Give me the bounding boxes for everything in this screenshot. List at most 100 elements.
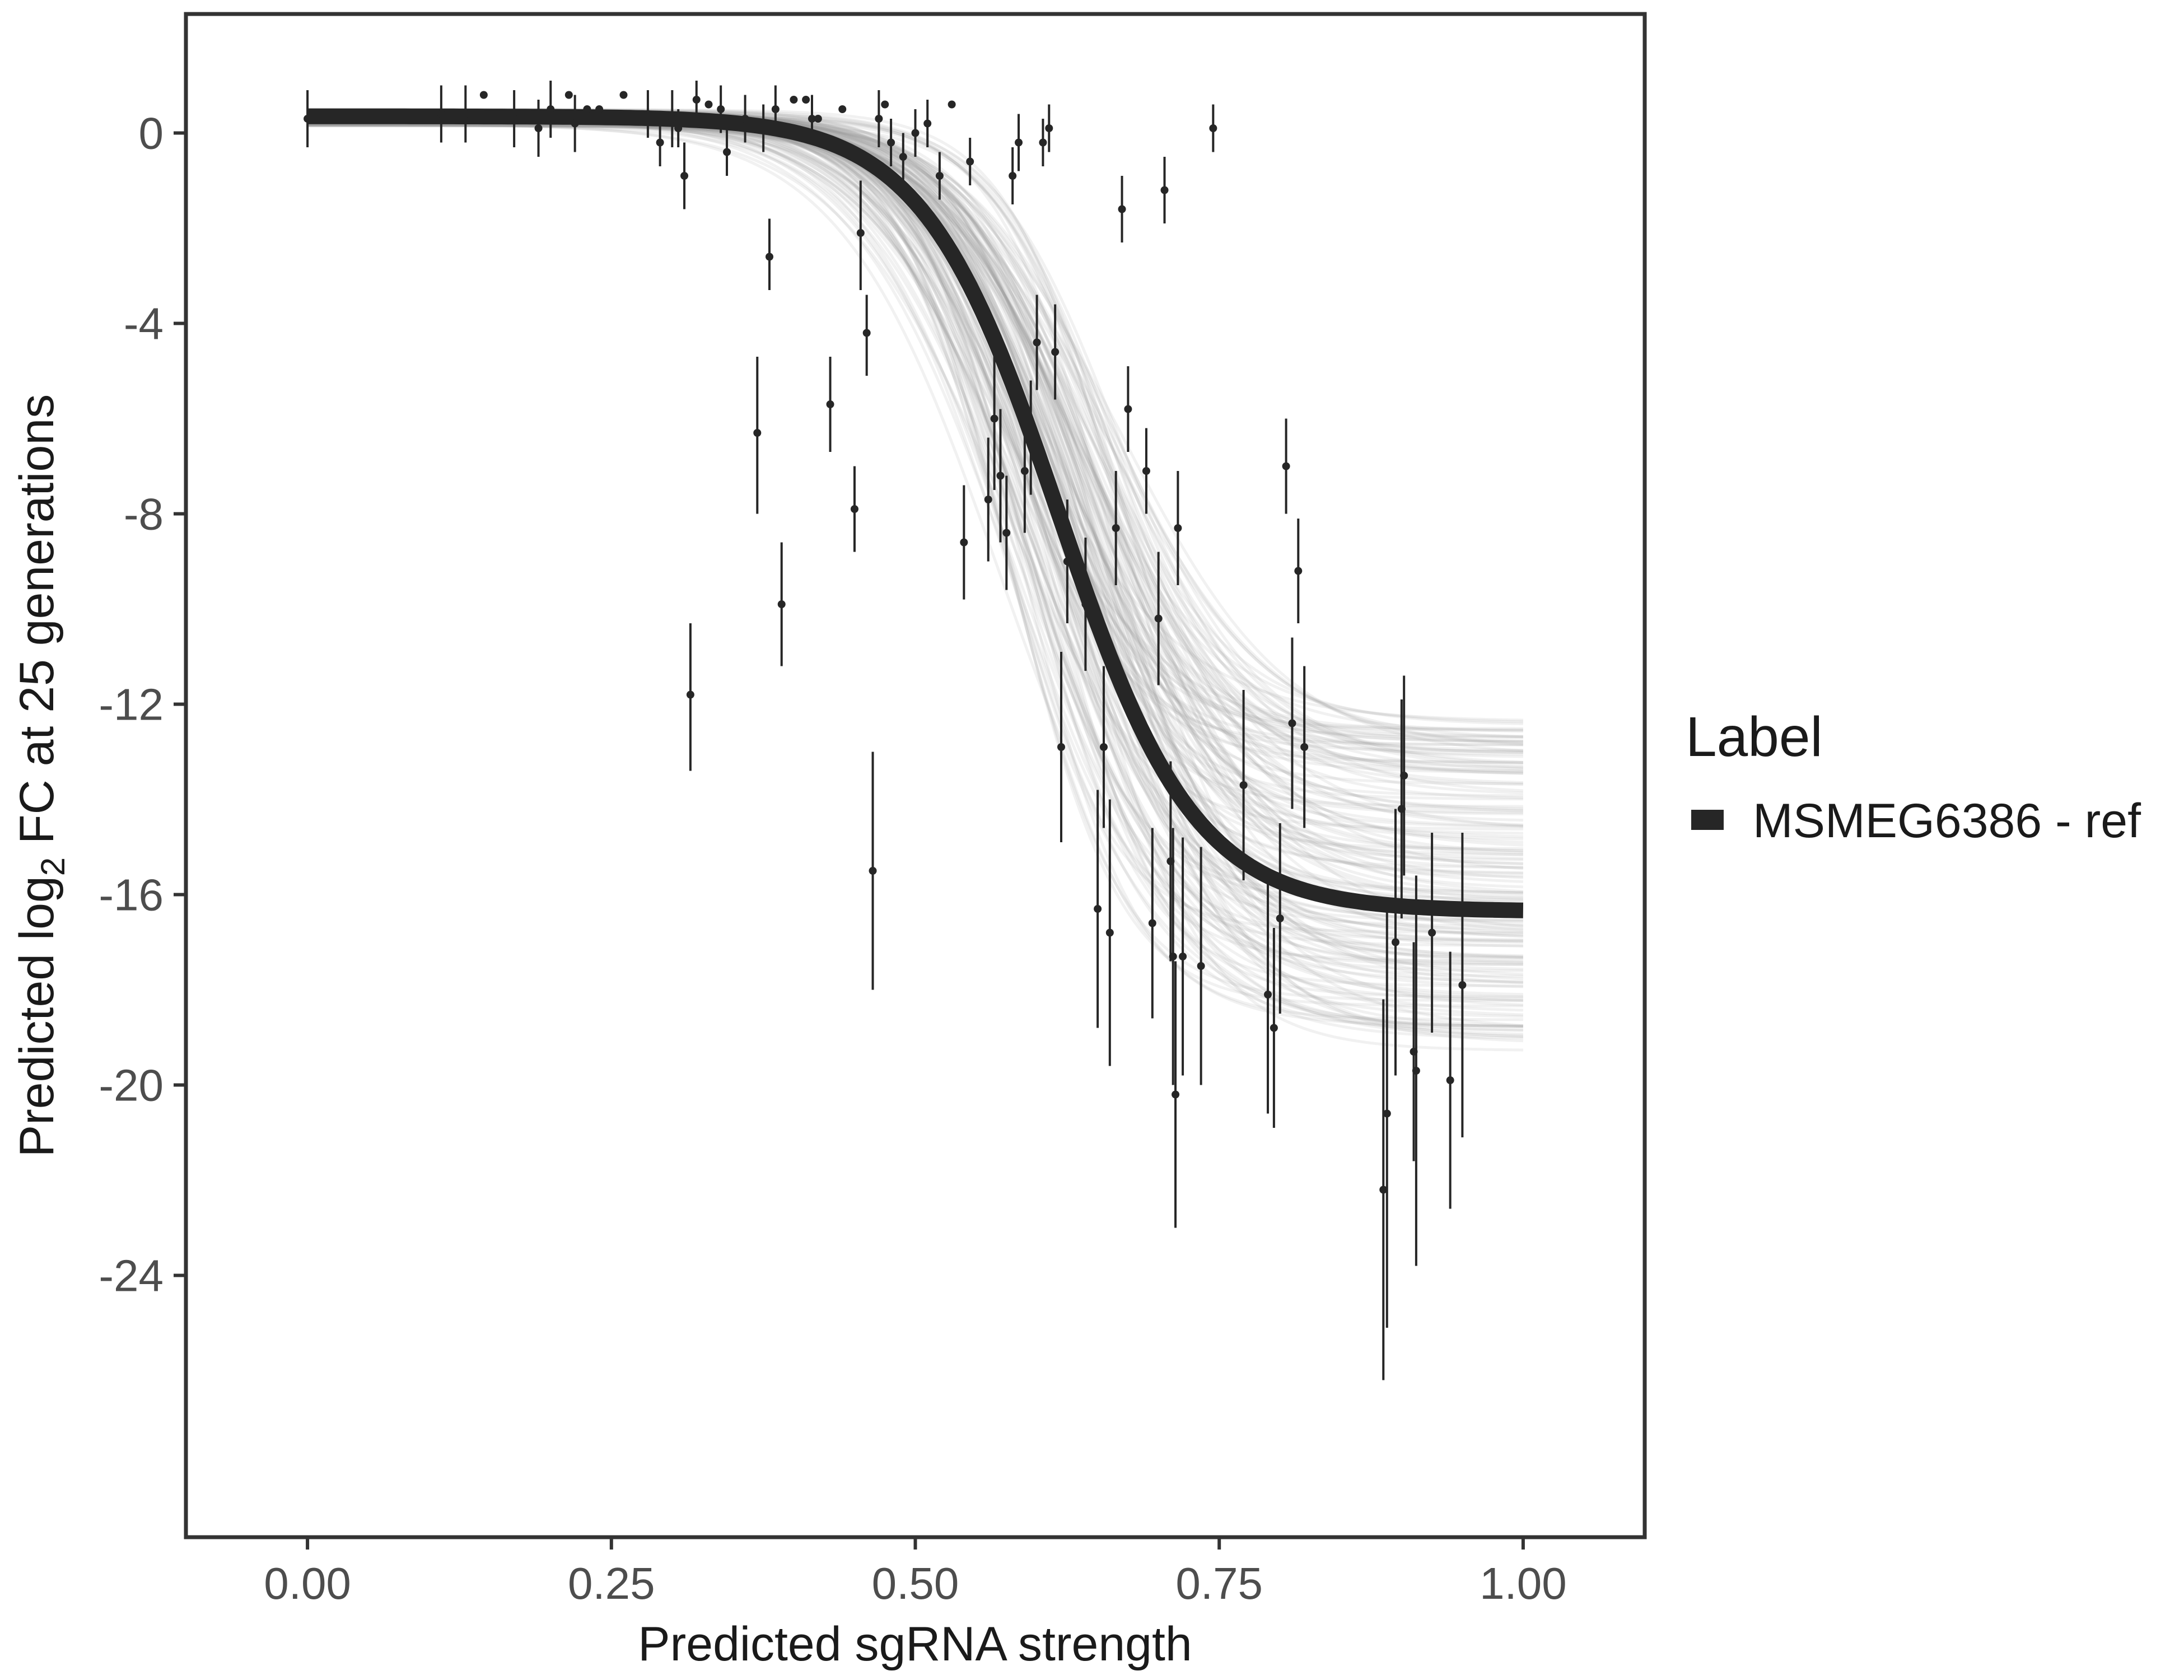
point-marker xyxy=(1057,743,1065,751)
point-marker xyxy=(838,105,847,113)
data-point xyxy=(826,357,834,452)
y-tick-label: -20 xyxy=(99,1061,164,1110)
data-point xyxy=(1118,176,1126,242)
data-point xyxy=(571,95,579,152)
point-marker xyxy=(1118,205,1126,213)
point-marker xyxy=(1400,772,1408,780)
point-marker xyxy=(856,229,865,237)
data-point xyxy=(1099,666,1108,828)
point-marker xyxy=(1045,124,1053,132)
point-marker xyxy=(1063,557,1071,566)
point-marker xyxy=(1105,928,1114,937)
data-point xyxy=(875,90,883,147)
data-point xyxy=(862,295,871,376)
point-marker xyxy=(790,96,798,104)
data-point xyxy=(1112,471,1120,585)
point-marker xyxy=(881,100,889,109)
data-point xyxy=(771,85,780,133)
point-marker xyxy=(1458,981,1467,989)
data-point xyxy=(1400,675,1408,876)
point-marker xyxy=(948,100,956,109)
point-marker xyxy=(686,690,694,699)
point-marker xyxy=(826,400,834,408)
y-axis-label-main: Predicted log xyxy=(10,876,64,1157)
data-point xyxy=(960,485,968,600)
point-marker xyxy=(802,96,810,104)
data-point xyxy=(1033,295,1041,390)
data-point xyxy=(869,752,877,990)
point-marker xyxy=(674,124,683,132)
y-axis-ticks: 0 -4 -8 -12 -16 -20 -24 xyxy=(99,109,186,1301)
point-marker xyxy=(1172,1090,1180,1099)
data-point xyxy=(766,218,773,290)
data-point xyxy=(1148,828,1156,1019)
data-point xyxy=(1174,471,1182,585)
point-marker xyxy=(1148,919,1156,927)
point-marker xyxy=(1081,600,1090,608)
point-marker xyxy=(595,105,604,113)
point-marker xyxy=(656,138,664,147)
y-tick-label: -12 xyxy=(99,680,164,730)
point-marker xyxy=(583,105,591,113)
data-point xyxy=(808,95,816,143)
posterior-draw-line xyxy=(307,124,1523,963)
data-point xyxy=(1142,428,1150,514)
point-marker xyxy=(771,105,780,113)
data-point xyxy=(680,142,689,209)
posterior-band xyxy=(307,108,1524,1052)
point-marker xyxy=(1099,743,1108,751)
point-marker xyxy=(1428,928,1436,937)
data-point xyxy=(1276,823,1284,1014)
data-point xyxy=(692,81,701,119)
point-marker xyxy=(304,115,312,123)
point-marker xyxy=(759,124,768,132)
posterior-draw-line xyxy=(307,123,1523,1032)
y-tick-label: -24 xyxy=(99,1251,164,1301)
point-marker xyxy=(1174,524,1182,532)
data-point xyxy=(1154,552,1163,685)
data-point xyxy=(850,466,858,552)
point-marker xyxy=(777,600,786,608)
data-point xyxy=(759,104,768,152)
data-point xyxy=(1039,119,1047,166)
y-tick-label: -16 xyxy=(99,870,164,920)
point-marker xyxy=(996,472,1005,480)
data-point xyxy=(881,100,889,109)
data-point xyxy=(304,90,312,147)
point-marker xyxy=(984,496,992,503)
point-marker xyxy=(1026,433,1035,442)
point-marker xyxy=(1179,953,1187,960)
point-marker xyxy=(1282,462,1290,470)
data-point xyxy=(1412,875,1420,1266)
point-marker xyxy=(1412,1067,1420,1075)
data-point xyxy=(1057,652,1065,842)
legend-entry-label: MSMEG6386 - ref xyxy=(1753,794,2141,848)
point-marker xyxy=(1051,348,1060,356)
data-point xyxy=(479,91,488,99)
data-point xyxy=(1288,637,1296,809)
point-marker xyxy=(887,138,895,147)
point-marker xyxy=(1446,1076,1454,1084)
point-marker xyxy=(1197,962,1205,970)
point-marker xyxy=(704,100,713,109)
data-point xyxy=(461,85,470,143)
data-point xyxy=(1391,809,1399,1076)
point-marker xyxy=(960,538,968,547)
point-marker xyxy=(862,329,871,337)
data-point xyxy=(1015,114,1023,171)
point-marker xyxy=(564,91,573,99)
point-marker xyxy=(899,153,907,161)
fit-curve-line xyxy=(307,108,1524,918)
data-point xyxy=(984,437,992,562)
posterior-draw-line xyxy=(307,123,1523,1052)
data-point xyxy=(534,100,543,157)
point-marker xyxy=(966,157,974,166)
data-point xyxy=(1045,104,1053,152)
data-point xyxy=(595,105,604,113)
data-point xyxy=(1428,833,1436,1033)
point-marker xyxy=(1276,914,1284,922)
data-point xyxy=(1124,366,1132,452)
data-point xyxy=(948,100,956,109)
y-axis-label-subscript: 2 xyxy=(34,857,72,876)
data-point xyxy=(966,138,974,185)
